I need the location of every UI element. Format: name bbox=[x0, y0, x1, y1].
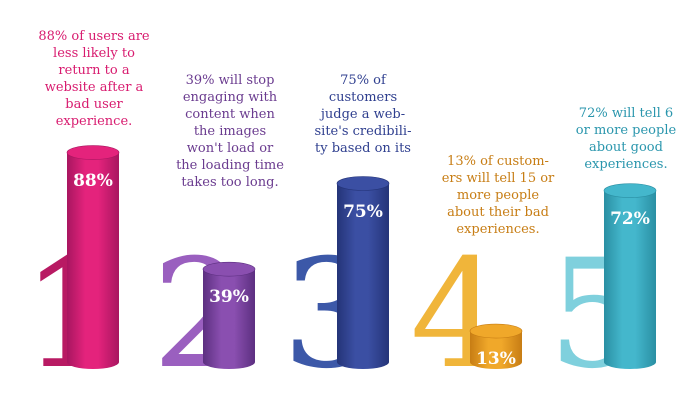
bar-caption: 39% will stop engaging with content when th… bbox=[160, 72, 300, 191]
caption-line: experiences. bbox=[456, 222, 540, 237]
caption-line: experiences. bbox=[584, 157, 668, 172]
caption-line: 75% of bbox=[340, 73, 386, 88]
bar-cylinder bbox=[470, 331, 522, 369]
caption-line: about their bad bbox=[447, 205, 549, 220]
caption-line: or more people bbox=[575, 123, 677, 138]
bar-top bbox=[66, 145, 120, 160]
bar-caption: 72% will tell 6 or more people about good e… bbox=[560, 105, 692, 173]
caption-line: 72% will tell 6 bbox=[578, 106, 674, 121]
caption-line: experience. bbox=[55, 114, 133, 129]
bar-value-label: 13% bbox=[476, 349, 516, 370]
bar-value-label: 88% bbox=[73, 170, 113, 191]
caption-line: 88% of users are bbox=[38, 29, 150, 44]
caption-line: more people bbox=[456, 188, 540, 203]
caption-line: ty based on its bbox=[315, 141, 411, 156]
bar-value-label: 39% bbox=[209, 287, 249, 308]
caption-line: customers bbox=[328, 90, 398, 105]
caption-line: bad user bbox=[65, 97, 123, 112]
bar-cylinder bbox=[67, 152, 119, 369]
caption-line: content when bbox=[185, 107, 275, 122]
bar-caption: 88% of users are less likely to return to … bbox=[20, 28, 168, 130]
bar-value-label: 75% bbox=[343, 201, 383, 222]
bar-value-label: 72% bbox=[610, 208, 650, 229]
caption-line: ers will tell 15 or bbox=[441, 171, 555, 186]
caption-line: site's credibili- bbox=[314, 124, 412, 139]
caption-line: engaging with bbox=[182, 90, 278, 105]
caption-line: less likely to bbox=[53, 46, 135, 61]
caption-line: website after a bbox=[44, 80, 144, 95]
caption-line: judge a web- bbox=[320, 107, 406, 122]
bar-caption: 75% of customers judge a web-site's credib… bbox=[298, 72, 428, 157]
bar-cylinder bbox=[604, 190, 656, 369]
caption-line: takes too long. bbox=[181, 175, 279, 190]
caption-line: won't load or bbox=[186, 141, 274, 156]
bar-caption: 13% of custom-ers will tell 15 or more pe… bbox=[428, 153, 568, 238]
caption-line: 13% of custom- bbox=[447, 154, 549, 169]
bar-top bbox=[469, 323, 523, 339]
bar-top bbox=[336, 176, 390, 191]
bar-cylinder bbox=[203, 269, 255, 369]
caption-line: 39% will stop bbox=[185, 73, 275, 88]
caption-line: return to a bbox=[58, 63, 130, 78]
bar-top bbox=[603, 183, 657, 198]
bar-cylinder bbox=[337, 183, 389, 369]
bar-top bbox=[202, 261, 256, 277]
caption-line: the images bbox=[193, 124, 267, 139]
caption-line: the loading time bbox=[176, 158, 284, 173]
caption-line: about good bbox=[589, 140, 663, 155]
